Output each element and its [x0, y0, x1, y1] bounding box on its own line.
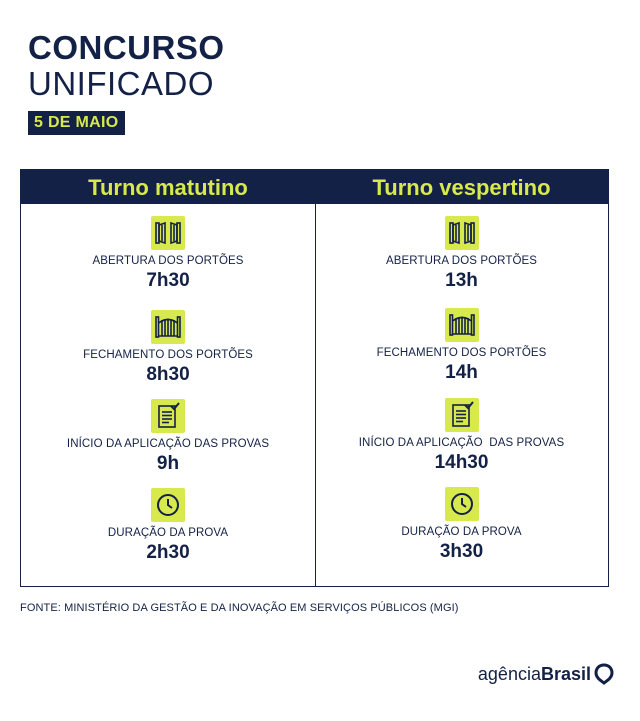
clock-icon [151, 488, 185, 522]
item-label: INÍCIO DA APLICAÇÃO DAS PROVAS [66, 438, 270, 450]
schedule-item: INÍCIO DA APLICAÇÃO DAS PROVAS 14h30 [315, 398, 608, 473]
logo-mark-icon [594, 663, 614, 685]
item-label: ABERTURA DOS PORTÕES [385, 255, 538, 267]
schedule-item: INÍCIO DA APLICAÇÃO DAS PROVAS 9h [21, 399, 315, 474]
source-note: FONTE: MINISTÉRIO DA GESTÃO E DA INOVAÇÃ… [20, 602, 459, 614]
shift-title: Turno matutino [21, 170, 315, 204]
schedule-item: ABERTURA DOS PORTÕES 7h30 [21, 216, 315, 291]
logo-text-light: agência [477, 663, 541, 684]
exam-sheet-icon [444, 398, 479, 432]
closed-gate-icon [151, 310, 185, 344]
item-label: INÍCIO DA APLICAÇÃO DAS PROVAS [358, 437, 565, 449]
item-value: 8h30 [146, 364, 190, 385]
schedule-item: FECHAMENTO DOS PORTÕES 14h [315, 308, 608, 383]
item-value: 14h [445, 362, 478, 383]
item-value: 7h30 [146, 270, 190, 291]
item-value: 14h30 [434, 452, 489, 473]
title-line1: CONCURSO [28, 29, 225, 66]
agencia-brasil-logo: agência Brasil [478, 662, 614, 686]
schedule-item: DURAÇÃO DA PROVA 2h30 [21, 488, 315, 563]
title-line2: UNIFICADO [28, 65, 214, 102]
closed-gate-icon [444, 308, 479, 342]
open-gate-icon [444, 216, 479, 250]
logo-text-bold: Brasil [540, 663, 591, 684]
item-value: 2h30 [146, 542, 190, 563]
shift-column-afternoon: Turno vespertino ABERTURA DOS PORTÕES 13… [315, 170, 608, 586]
item-label: DURAÇÃO DA PROVA [107, 527, 229, 539]
item-value: 3h30 [439, 541, 484, 562]
schedule-item: ABERTURA DOS PORTÕES 13h [315, 216, 608, 291]
shift-title: Turno vespertino [315, 170, 608, 204]
exam-sheet-icon [151, 399, 185, 433]
shift-column-morning: Turno matutino ABERTURA DOS PORTÕES 7h30 [21, 170, 316, 586]
clock-icon [444, 487, 479, 521]
item-value: 9h [156, 453, 180, 474]
date-badge: 5 DE MAIO [28, 111, 125, 135]
open-gate-icon [151, 216, 185, 250]
schedule-table: Turno matutino ABERTURA DOS PORTÕES 7h30 [20, 169, 609, 587]
item-value: 13h [445, 270, 478, 291]
schedule-item: DURAÇÃO DA PROVA 3h30 [315, 487, 608, 562]
item-label: DURAÇÃO DA PROVA [401, 526, 522, 538]
schedule-item: FECHAMENTO DOS PORTÕES 8h30 [21, 310, 315, 385]
item-label: ABERTURA DOS PORTÕES [92, 255, 244, 267]
item-label: FECHAMENTO DOS PORTÕES [83, 349, 253, 361]
item-label: FECHAMENTO DOS PORTÕES [376, 347, 547, 359]
